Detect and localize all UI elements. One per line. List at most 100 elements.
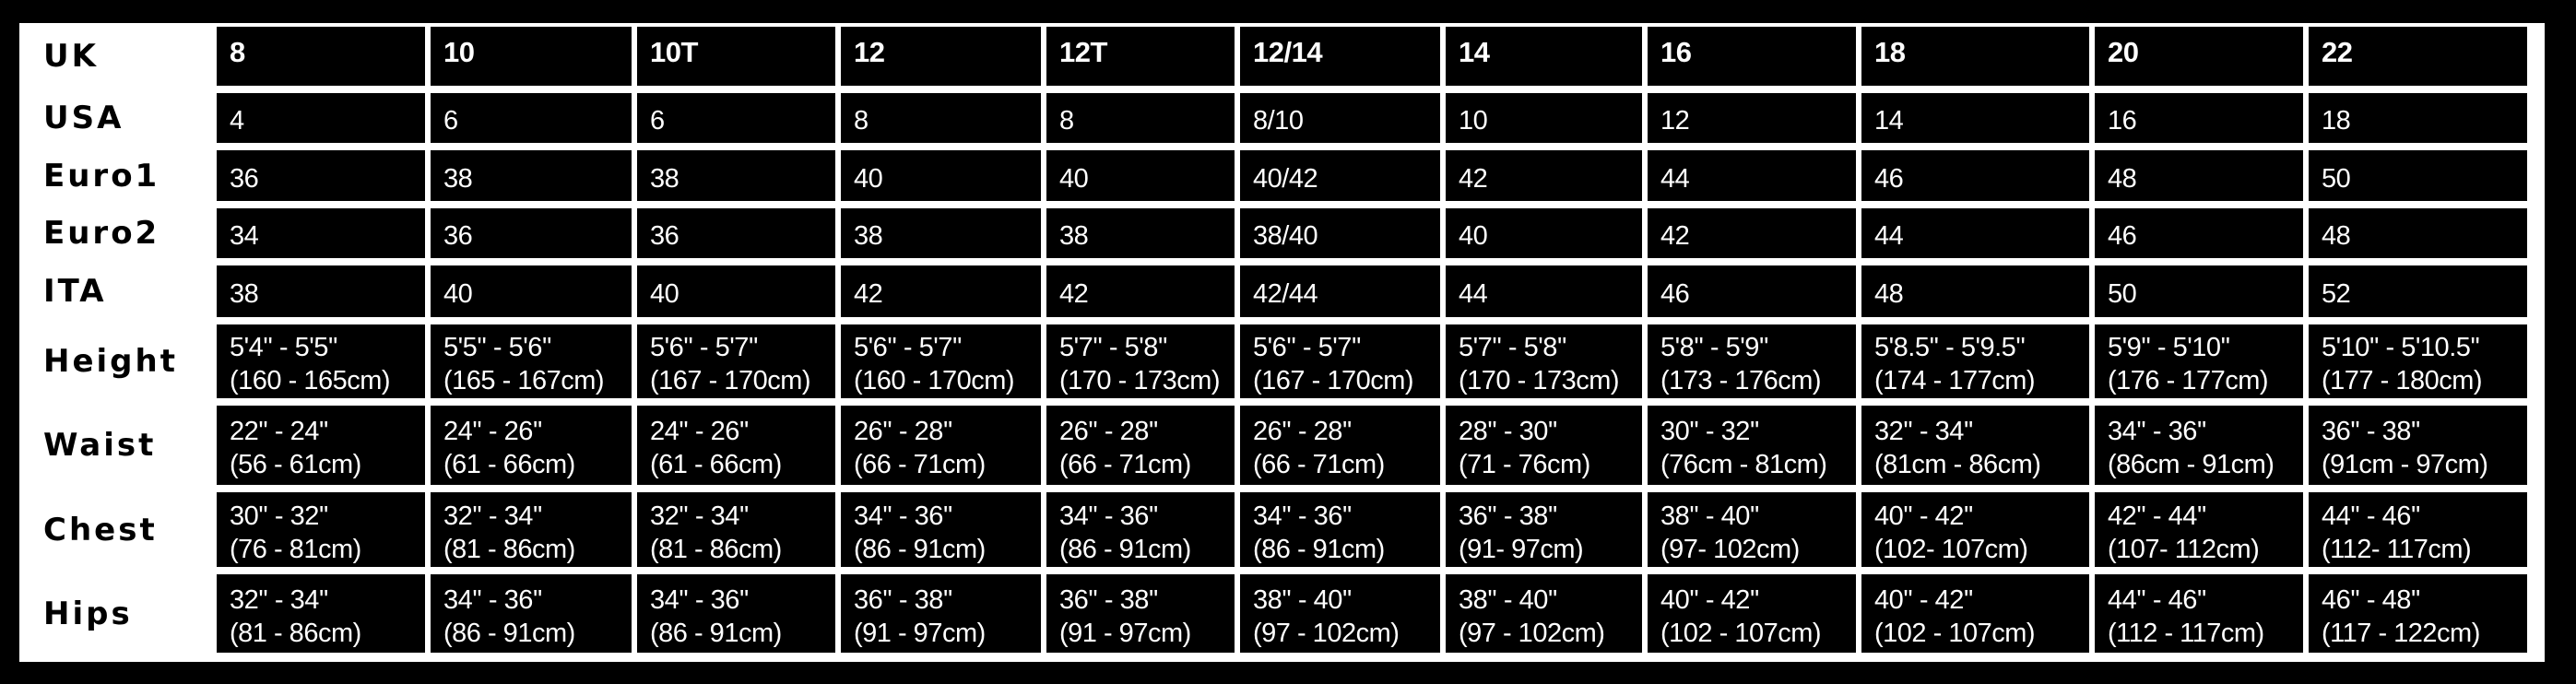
cell-cm: (160 - 165cm) [230,366,391,395]
cell-cm: (86 - 91cm) [1253,534,1385,564]
cell-height: 5'5'' - 5'6'' (165 - 167cm) [431,324,632,398]
cell-cm: (71 - 76cm) [1459,450,1590,479]
cell-height: 5'6'' - 5'7'' (160 - 170cm) [841,324,1041,398]
cell-waist: 28'' - 30'' (71 - 76cm) [1446,406,1642,485]
cell-euro2: 48 [2309,208,2527,258]
cell-waist: 22'' - 24'' (56 - 61cm) [217,406,425,485]
cell-cm: (102- 107cm) [1874,534,2028,564]
cell-height: 5'8.5'' - 5'9.5'' (174 - 177cm) [1861,324,2089,398]
cell-waist: 24'' - 26'' (61 - 66cm) [431,406,632,485]
cell-cm: (107- 112cm) [2108,534,2260,564]
cell-cm: (176 - 177cm) [2108,366,2269,395]
cell-uk: 16 [1648,27,1856,86]
cell-inches: 5'10'' - 5'10.5'' [2322,333,2480,362]
cell-cm: (91 - 97cm) [1059,618,1191,648]
cell-chest: 30'' - 32'' (76 - 81cm) [217,492,425,567]
cell-hips: 40'' - 42'' (102 - 107cm) [1861,574,2089,653]
cell-hips: 36'' - 38'' (91 - 97cm) [841,574,1041,653]
cell-inches: 32'' - 34'' [230,584,328,615]
cell-inches: 34'' - 36'' [1059,501,1158,531]
cell-ita: 48 [1861,265,2089,317]
row-label-euro1: Euro1 [43,157,160,195]
cell-ita: 50 [2095,265,2303,317]
cell-height: 5'4'' - 5'5'' (160 - 165cm) [217,324,425,398]
cell-inches: 34'' - 36'' [2108,417,2206,446]
cell-cm: (86 - 91cm) [854,534,986,564]
cell-uk: 22 [2309,27,2527,86]
cell-height: 5'7'' - 5'8'' (170 - 173cm) [1446,324,1642,398]
cell-chest: 38'' - 40'' (97- 102cm) [1648,492,1856,567]
cell-height: 5'6'' - 5'7'' (167 - 170cm) [637,324,835,398]
cell-cm: (76 - 81cm) [230,534,361,564]
cell-inches: 36'' - 38'' [1059,584,1158,615]
cell-euro1: 46 [1861,150,2089,201]
cell-cm: (66 - 71cm) [854,450,986,479]
cell-inches: 38'' - 40'' [1253,584,1352,615]
cell-inches: 36'' - 38'' [1459,501,1557,531]
cell-chest: 34'' - 36'' (86 - 91cm) [841,492,1041,567]
cell-cm: (112 - 117cm) [2108,618,2264,648]
cell-cm: (177 - 180cm) [2322,366,2483,395]
cell-cm: (167 - 170cm) [650,366,811,395]
cell-euro1: 40/42 [1240,150,1440,201]
cell-euro2: 36 [431,208,632,258]
cell-euro1: 42 [1446,150,1642,201]
cell-ita: 40 [431,265,632,317]
cell-cm: (91cm - 97cm) [2322,450,2488,479]
cell-cm: (117 - 122cm) [2322,618,2480,648]
cell-euro2: 34 [217,208,425,258]
cell-chest: 34'' - 36'' (86 - 91cm) [1240,492,1440,567]
cell-ita: 42 [1046,265,1235,317]
cell-cm: (86 - 91cm) [443,618,575,648]
cell-euro1: 40 [1046,150,1235,201]
cell-uk: 10 [431,27,632,86]
cell-euro1: 36 [217,150,425,201]
cell-inches: 30'' - 32'' [230,501,328,531]
cell-cm: (97 - 102cm) [1253,618,1400,648]
cell-uk: 18 [1861,27,2089,86]
cell-usa: 14 [1861,93,2089,143]
cell-inches: 40'' - 42'' [1874,584,1973,615]
cell-usa: 18 [2309,93,2527,143]
cell-cm: (173 - 176cm) [1660,366,1822,395]
cell-chest: 44'' - 46'' (112- 117cm) [2309,492,2527,567]
cell-inches: 42'' - 44'' [2108,501,2206,531]
cell-hips: 44'' - 46'' (112 - 117cm) [2095,574,2303,653]
cell-inches: 36'' - 38'' [2322,417,2420,446]
row-label-hips: Hips [43,595,133,632]
cell-hips: 38'' - 40'' (97 - 102cm) [1240,574,1440,653]
cell-usa: 8 [841,93,1041,143]
cell-usa: 8/10 [1240,93,1440,143]
cell-cm: (167 - 170cm) [1253,366,1414,395]
cell-waist: 30'' - 32'' (76cm - 81cm) [1648,406,1856,485]
cell-inches: 32'' - 34'' [650,501,749,531]
cell-inches: 46'' - 48'' [2322,584,2420,615]
cell-cm: (102 - 107cm) [1660,618,1822,648]
cell-usa: 8 [1046,93,1235,143]
cell-waist: 26'' - 28'' (66 - 71cm) [1240,406,1440,485]
cell-height: 5'10'' - 5'10.5'' (177 - 180cm) [2309,324,2527,398]
cell-height: 5'7'' - 5'8'' (170 - 173cm) [1046,324,1235,398]
cell-inches: 26'' - 28'' [1253,417,1352,446]
cell-inches: 26'' - 28'' [1059,417,1158,446]
cell-waist: 36'' - 38'' (91cm - 97cm) [2309,406,2527,485]
cell-inches: 34'' - 36'' [443,584,542,615]
cell-inches: 5'4'' - 5'5'' [230,333,338,362]
cell-cm: (86 - 91cm) [650,618,782,648]
cell-hips: 34'' - 36'' (86 - 91cm) [637,574,835,653]
cell-uk: 12/14 [1240,27,1440,86]
cell-ita: 38 [217,265,425,317]
cell-inches: 34'' - 36'' [854,501,952,531]
cell-euro2: 46 [2095,208,2303,258]
cell-hips: 38'' - 40'' (97 - 102cm) [1446,574,1642,653]
size-chart-table: UK 8 10 10T 12 12T 12/14 14 16 18 20 22 USA 4 6 6 8 8 8/10… [19,23,2545,662]
cell-hips: 40'' - 42'' (102 - 107cm) [1648,574,1856,653]
cell-ita: 46 [1648,265,1856,317]
cell-hips: 46'' - 48'' (117 - 122cm) [2309,574,2527,653]
cell-cm: (76cm - 81cm) [1660,450,1827,479]
cell-euro1: 38 [431,150,632,201]
cell-chest: 32'' - 34'' (81 - 86cm) [431,492,632,567]
cell-chest: 34'' - 36'' (86 - 91cm) [1046,492,1235,567]
cell-hips: 32'' - 34'' (81 - 86cm) [217,574,425,653]
cell-inches: 44'' - 46'' [2322,501,2420,531]
